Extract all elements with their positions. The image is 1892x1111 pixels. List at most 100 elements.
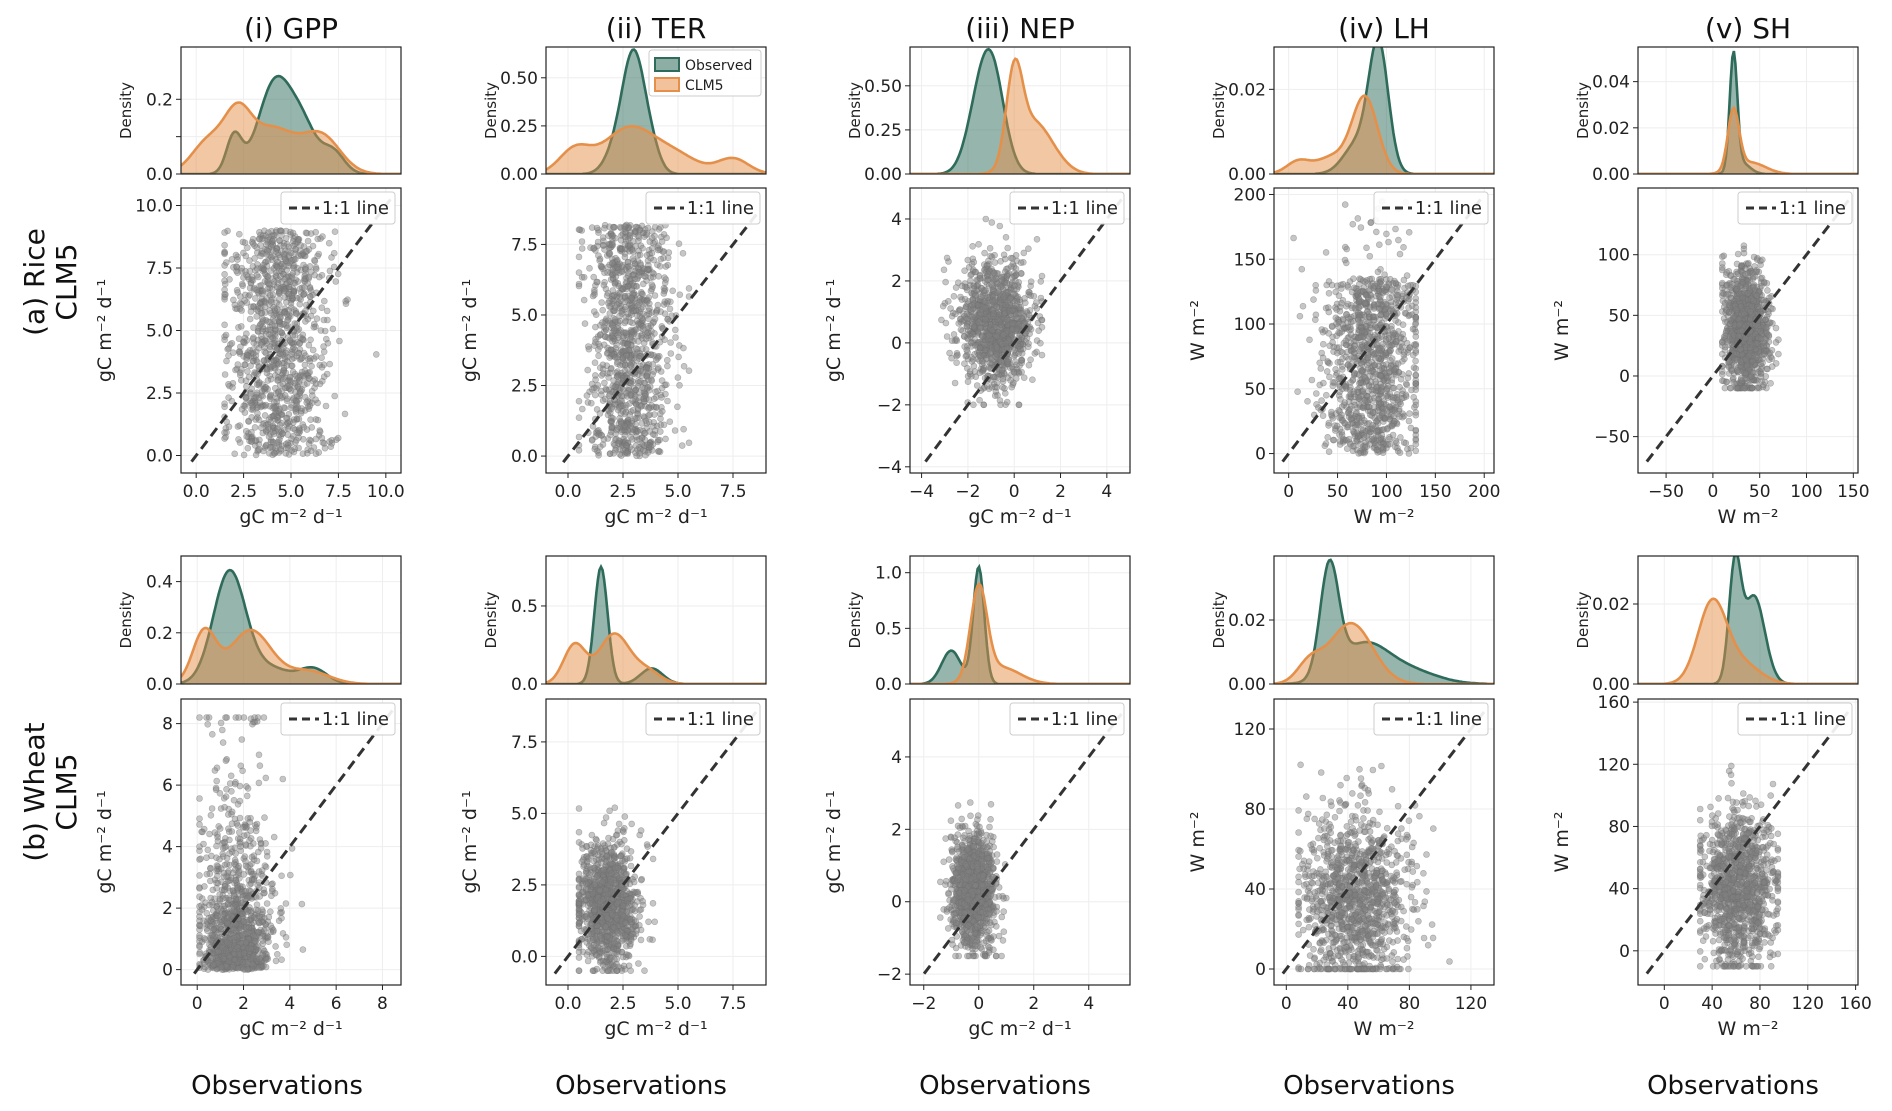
scatter-point xyxy=(296,389,304,396)
scatter-point xyxy=(676,381,683,389)
scatter-point xyxy=(596,257,603,264)
scatter-ytick-label: 0.0 xyxy=(511,447,538,467)
scatter-point xyxy=(221,241,228,249)
scatter-point xyxy=(588,380,596,388)
scatter-xtick-label: 0 xyxy=(1283,482,1294,502)
scatter-point xyxy=(1362,374,1369,382)
scatter-point xyxy=(988,281,995,289)
scatter-point xyxy=(236,439,244,446)
scatter-point xyxy=(624,272,632,279)
scatter-point xyxy=(290,264,297,272)
scatter-point xyxy=(667,350,675,357)
scatter-point xyxy=(1000,331,1007,338)
scatter-point xyxy=(309,346,317,354)
scatter-point xyxy=(1022,299,1029,307)
scatter-point xyxy=(624,235,632,243)
scatter-point xyxy=(252,352,260,359)
scatter-point xyxy=(292,407,299,414)
scatter-point xyxy=(975,241,982,248)
scatter-point xyxy=(1388,422,1396,430)
scatter-point xyxy=(271,449,278,457)
scatter-point xyxy=(302,318,309,325)
scatter-xtick-label: 7.5 xyxy=(325,482,352,502)
scatter-point xyxy=(639,322,647,330)
scatter-point xyxy=(1299,302,1307,310)
density-ytick-label: 0.02 xyxy=(1592,119,1630,139)
scatter-point xyxy=(1406,410,1413,417)
scatter-point xyxy=(271,365,279,372)
scatter-point xyxy=(972,373,980,381)
scatter-ytick-label: 200 xyxy=(1234,185,1266,205)
scatter-point xyxy=(1355,295,1363,303)
scatter-point xyxy=(312,264,320,271)
scatter-point xyxy=(1347,440,1354,448)
scatter-point xyxy=(629,406,637,414)
scatter-point xyxy=(1345,406,1353,414)
scatter-point xyxy=(1363,322,1370,330)
scatter-point xyxy=(1020,249,1028,257)
scatter-point xyxy=(951,379,959,387)
scatter-point xyxy=(592,323,599,331)
scatter-point xyxy=(1412,411,1420,419)
density-line-model xyxy=(181,101,401,174)
scatter-point xyxy=(1321,442,1329,450)
scatter-point xyxy=(997,257,1004,265)
scatter-point xyxy=(275,287,283,295)
scatter-point xyxy=(284,439,292,447)
density-ytick-label: 0.00 xyxy=(1228,165,1266,185)
scatter-point xyxy=(274,258,282,266)
scatter-point xyxy=(1412,435,1420,443)
scatter-point xyxy=(260,357,268,365)
scatter-point xyxy=(963,346,971,354)
scatter-point xyxy=(679,250,687,257)
scatter-point xyxy=(249,263,257,270)
scatter-point xyxy=(341,410,349,418)
scatter-point xyxy=(290,344,297,351)
scatter-point xyxy=(1358,343,1365,351)
scatter-point xyxy=(1412,295,1420,302)
scatter-ytick-label: −4 xyxy=(877,458,902,478)
scatter-point xyxy=(601,379,608,387)
scatter-point xyxy=(976,274,984,282)
scatter-point xyxy=(342,297,350,305)
scatter-point xyxy=(599,306,607,314)
scatter-point xyxy=(243,383,250,390)
scatter-point xyxy=(640,339,648,347)
scatter-ylabel: gC m⁻² d⁻¹ xyxy=(94,279,116,382)
scatter-point xyxy=(610,327,618,334)
scatter-point xyxy=(1344,421,1352,429)
scatter-point xyxy=(284,441,292,449)
density-area-model xyxy=(181,102,401,174)
scatter-point xyxy=(656,428,664,435)
scatter-point xyxy=(315,273,323,281)
scatter-point xyxy=(318,434,326,442)
scatter-point xyxy=(1361,417,1368,424)
scatter-point xyxy=(1392,437,1399,445)
scatter-point xyxy=(253,286,261,294)
scatter-point xyxy=(968,313,976,321)
scatter-point xyxy=(1386,433,1393,441)
scatter-point xyxy=(1341,201,1349,208)
scatter-point xyxy=(256,304,264,312)
scatter-point xyxy=(1320,340,1327,348)
scatter-point xyxy=(307,287,315,294)
scatter-point xyxy=(618,310,626,317)
scatter-point xyxy=(1368,435,1376,443)
scatter-point xyxy=(609,338,616,345)
scatter-point xyxy=(603,386,610,394)
scatter-point xyxy=(334,270,342,278)
scatter-point xyxy=(1037,339,1044,347)
scatter-point xyxy=(650,318,658,326)
legend-label-observed: Observed xyxy=(685,58,752,74)
scatter-point xyxy=(645,405,652,412)
scatter-ylabel: gC m⁻² d⁻¹ xyxy=(459,279,481,382)
scatter-point xyxy=(262,232,270,239)
scatter-point xyxy=(306,436,314,444)
scatter-point xyxy=(1387,357,1394,364)
scatter-point xyxy=(632,264,639,271)
scatter-point xyxy=(1336,437,1344,445)
scatter-point xyxy=(307,336,314,344)
scatter-point xyxy=(285,252,293,259)
scatter-point xyxy=(667,339,674,346)
